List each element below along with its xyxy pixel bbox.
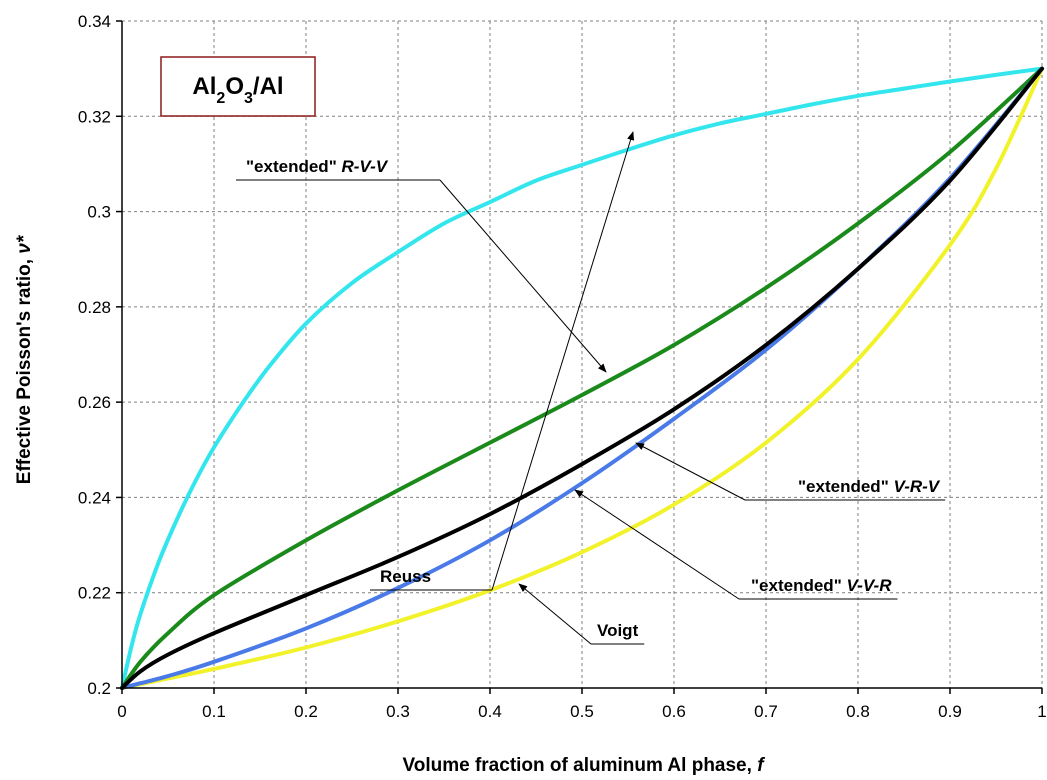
x-tick-label: 0.6	[662, 702, 686, 721]
y-tick-label: 0.32	[78, 107, 111, 126]
x-tick-label: 0.7	[754, 702, 778, 721]
annotation-arrow	[518, 583, 592, 645]
x-tick-label: 0.4	[478, 702, 502, 721]
x-tick-label: 0.2	[294, 702, 318, 721]
annotation-label-part: "extended"	[246, 157, 341, 176]
series-line-extended-v-r-v	[120, 66, 1044, 690]
x-axis-title: Volume fraction of aluminum Al phase, f	[402, 755, 765, 776]
x-tick-label: 1	[1037, 702, 1046, 721]
annotation-label-part: V-R-V	[893, 477, 940, 496]
series-layer	[120, 66, 1044, 690]
x-tick-label: 0.9	[938, 702, 962, 721]
annotation-label: "extended" V-V-R	[751, 576, 892, 595]
annotation-label: "extended" R-V-V	[246, 157, 389, 176]
annotation-extended-r-v-v: "extended" R-V-V	[236, 157, 607, 373]
y-tick-label: 0.22	[78, 584, 111, 603]
annotation-label-part: "extended"	[798, 477, 893, 496]
series-line-reuss	[120, 66, 1044, 690]
y-axis-title-text: Effective Poisson's ratio,	[14, 254, 35, 484]
y-tick-label: 0.26	[78, 393, 111, 412]
annotation-voigt: Voigt	[518, 583, 645, 645]
y-tick-label: 0.2	[87, 679, 111, 698]
annotation-reuss: Reuss	[370, 131, 635, 591]
y-axis-title: Effective Poisson's ratio, ν*	[14, 234, 35, 484]
y-tick-label: 0.28	[78, 298, 111, 317]
y-axis-title-symbol: ν*	[14, 234, 35, 254]
annotations: Reuss"extended" R-V-V"extended" V-R-V"ex…	[236, 131, 946, 645]
material-label-box	[160, 56, 316, 117]
y-tick-label: 0.24	[78, 488, 111, 507]
y-tick-label: 0.3	[87, 203, 111, 222]
annotation-arrow	[574, 489, 740, 600]
x-tick-label: 0.1	[202, 702, 226, 721]
annotation-label-part: "extended"	[751, 576, 846, 595]
material-label-part: O	[225, 73, 244, 100]
material-label-part: /Al	[253, 73, 284, 100]
grid	[122, 20, 1043, 688]
annotation-label-part: V-V-R	[846, 576, 892, 595]
annotation-arrow	[635, 442, 746, 501]
y-tick-label: 0.34	[78, 12, 111, 31]
x-tick-label: 0	[117, 702, 126, 721]
material-label-part: Al	[192, 73, 216, 100]
material-label: Al2O3/Al	[160, 56, 316, 117]
x-tick-label: 0.5	[570, 702, 594, 721]
x-axis-title-text: Volume fraction of aluminum Al phase,	[402, 755, 757, 776]
annotation-extended-v-v-r: "extended" V-V-R	[574, 489, 898, 600]
annotation-label-part: R-V-V	[341, 157, 388, 176]
annotation-label: Voigt	[597, 621, 639, 640]
x-axis-title-symbol: f	[757, 755, 765, 776]
material-label-subscript: 2	[216, 90, 225, 107]
x-tick-label: 0.8	[846, 702, 870, 721]
series-line-voigt	[120, 66, 1044, 690]
annotation-arrow	[491, 131, 635, 591]
material-label-subscript: 3	[244, 90, 253, 107]
series-line-extended-r-v-v	[120, 66, 1044, 690]
annotation-label: "extended" V-R-V	[798, 477, 941, 496]
ticks: 0 0.1 0.2 0.3 0.4 0.5 0.6 0.7 0.8 0.9 1 0.2 0.22 0.24…	[78, 12, 1047, 721]
annotation-extended-v-r-v: "extended" V-R-V	[635, 442, 946, 501]
annotation-arrow	[439, 179, 607, 373]
x-tick-label: 0.3	[386, 702, 410, 721]
material-label-text: Al2O3/Al	[192, 73, 283, 107]
annotation-label: Reuss	[380, 567, 431, 586]
